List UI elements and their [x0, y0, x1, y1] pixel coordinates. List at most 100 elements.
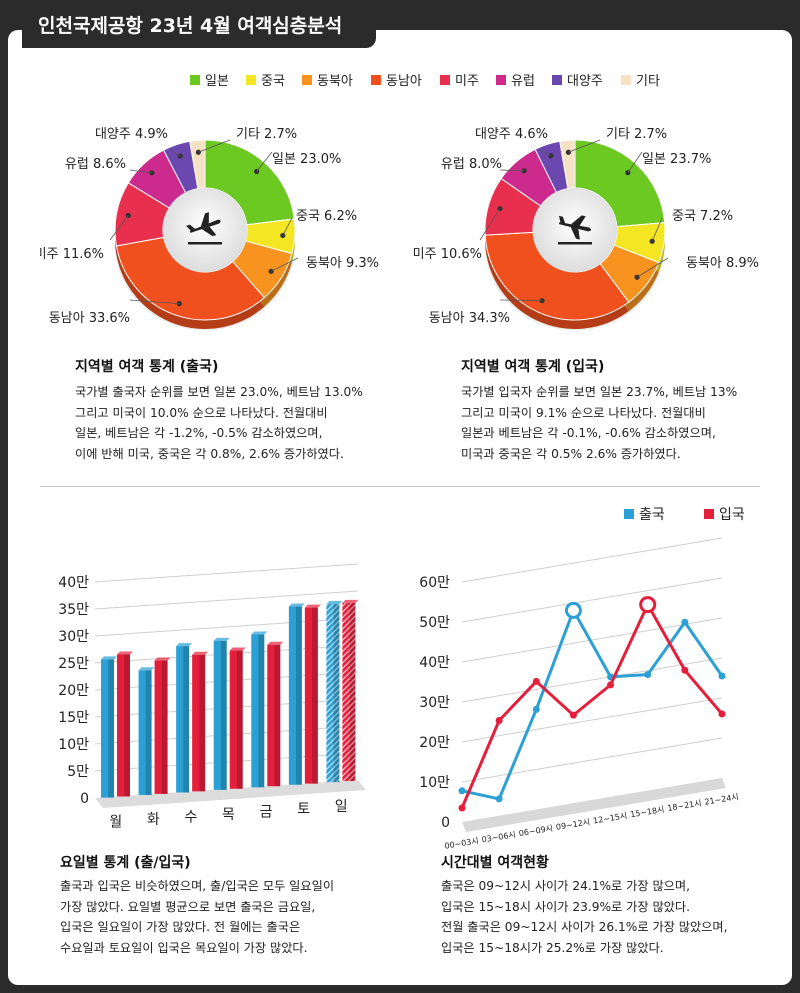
slice-marker — [195, 149, 201, 155]
hourly-line-chart: 출국 입국 0 10만 20만 30만 40만 50만 60만 00~03시 03~06시 06~09… — [419, 507, 745, 850]
slice-label: 미주 11.6% — [40, 247, 104, 262]
bar-top — [192, 651, 209, 655]
bar-face — [342, 602, 356, 782]
hourly-section-title: 시간대별 여객현황 — [441, 855, 549, 871]
region-legend: 일본 중국 동북아 동남아 미주 유럽 대양주 기타 — [190, 74, 660, 89]
peak-point — [639, 596, 657, 614]
bar-shade — [161, 660, 168, 794]
x-tick-label: 금 — [260, 804, 273, 820]
data-point — [644, 671, 652, 679]
legend-label: 유럽 — [511, 74, 535, 89]
series-출국 — [458, 601, 726, 803]
gridline — [461, 537, 723, 583]
desc-line: 출국과 입국은 비슷하였으며, 출/입국은 모두 일요일이 — [60, 879, 335, 893]
bar — [176, 643, 193, 793]
bar — [101, 656, 117, 798]
slice-label: 동남아 34.3% — [429, 311, 510, 326]
data-point — [607, 681, 615, 689]
leader-line — [282, 217, 293, 236]
y-tick-label: 35만 — [58, 602, 89, 618]
bar-top — [213, 637, 230, 641]
desc-line: 입국은 15~18시 사이가 23.9%로 가장 많았다. — [441, 899, 690, 914]
bar-face — [288, 606, 302, 785]
arrival-description: 국가별 입국자 순위를 보면 일본 23.7%, 베트남 13% 그리고 미국이… — [461, 382, 737, 464]
leader-line — [499, 169, 525, 172]
slice-label: 중국 6.2% — [296, 209, 357, 224]
y-tick-label: 30만 — [58, 629, 89, 645]
legend-swatch — [552, 75, 562, 85]
series-입국 — [458, 596, 726, 812]
legend-item: 일본 — [190, 74, 229, 89]
data-point — [718, 710, 726, 718]
legend-item: 유럽 — [496, 74, 535, 89]
y-tick-label: 10만 — [419, 775, 450, 791]
slice-label: 유럽 8.0% — [441, 157, 502, 172]
takeoff-plane-icon — [186, 212, 222, 245]
slice-marker — [521, 168, 527, 174]
bar-face — [304, 607, 318, 784]
y-tick-label: 0 — [441, 815, 450, 831]
x-tick-label: 일 — [335, 799, 348, 815]
x-tick-label: 21~24시 — [704, 792, 739, 806]
bar-top — [229, 647, 246, 651]
desc-line: 수요일과 토요일이 입국은 목요일이 가장 많았다. — [60, 940, 308, 955]
slice-label: 기타 2.7% — [236, 127, 297, 142]
bar-top — [138, 667, 155, 671]
gridline — [461, 617, 723, 663]
desc-line: 일본과 베트남은 각 -0.1%, -0.6% 감소하였으며, — [461, 426, 716, 440]
y-tick-label: 20만 — [419, 735, 450, 751]
leader-line — [198, 139, 231, 153]
y-tick-label: 5만 — [67, 764, 89, 780]
departure-section-title: 지역별 여객 통계 (출국) — [75, 359, 219, 375]
bar-top — [154, 657, 171, 661]
bar-top — [288, 603, 305, 607]
bar-shade — [220, 640, 227, 790]
leader-line — [627, 151, 643, 173]
x-tick-label: 03~06시 — [481, 830, 516, 844]
bar-top — [326, 600, 343, 604]
bar-shade — [145, 670, 152, 796]
desc-line: 국가별 입국자 순위를 보면 일본 23.7%, 베트남 13% — [461, 385, 738, 399]
y-tick-label: 0 — [80, 791, 89, 807]
chart-floor — [95, 780, 366, 808]
bar-face — [213, 640, 227, 790]
desc-line: 입국은 15~18시가 25.2%로 가장 많았다. — [441, 940, 664, 955]
leader-line — [129, 299, 180, 305]
gridline — [461, 657, 723, 703]
bar-shade — [124, 654, 130, 797]
legend-item: 동남아 — [371, 74, 422, 89]
bar — [229, 647, 246, 789]
legend-item: 중국 — [246, 74, 285, 89]
bar — [213, 637, 230, 790]
x-tick-label: 00~03시 — [444, 836, 479, 850]
bar-top — [304, 604, 321, 608]
bar-shade — [296, 606, 302, 785]
legend-label: 중국 — [261, 74, 285, 89]
bar — [304, 604, 321, 784]
legend-swatch — [704, 509, 714, 519]
slice-label: 동남아 33.6% — [49, 311, 130, 326]
bar-top — [267, 641, 284, 645]
bar-face — [101, 659, 114, 798]
data-point — [569, 711, 577, 719]
desc-line: 이에 반해 미국, 중국은 각 0.8%, 2.6% 증가하였다. — [75, 446, 344, 461]
legend-label: 입국 — [719, 507, 745, 523]
data-point — [532, 677, 540, 685]
y-tick-label: 15만 — [58, 710, 89, 726]
data-point — [495, 795, 503, 803]
data-point — [718, 672, 726, 680]
bar — [342, 599, 359, 782]
leader-line — [109, 215, 129, 241]
legend-label: 미주 — [455, 74, 479, 89]
page-title: 인천국제공항 23년 4월 여객심층분석 — [22, 4, 377, 48]
legend-swatch — [190, 75, 200, 85]
leader-line — [256, 151, 273, 172]
departure-description: 국가별 출국자 순위를 보면 일본 23.0%, 베트남 13.0% 그리고 미… — [75, 382, 363, 464]
bar — [288, 603, 305, 785]
slice-label: 중국 7.2% — [672, 209, 733, 224]
x-tick-label: 18~21시 — [667, 799, 702, 813]
slice-label: 동북아 9.3% — [306, 256, 379, 271]
data-point — [532, 705, 540, 713]
leader-line — [651, 217, 663, 242]
